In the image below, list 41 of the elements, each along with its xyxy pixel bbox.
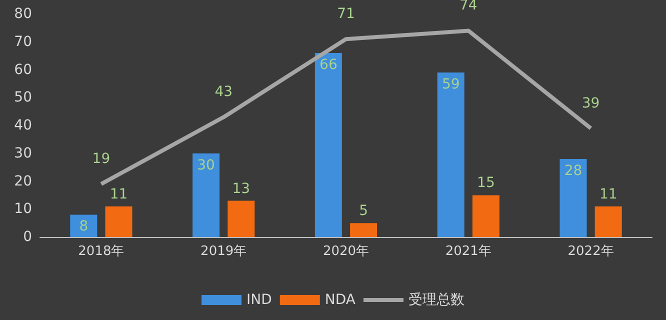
bar: [350, 223, 378, 237]
bar: [437, 72, 464, 237]
legend-label: 受理总数: [408, 292, 464, 308]
y-tick-label: 20: [14, 173, 32, 190]
data-label: 28: [564, 162, 582, 179]
legend-label: IND: [246, 292, 272, 308]
bar: [560, 158, 587, 237]
y-tick-label: 10: [14, 201, 32, 218]
data-label: 13: [232, 180, 250, 197]
bar: [314, 53, 342, 237]
y-tick-label: 60: [14, 62, 32, 78]
data-label: 30: [197, 157, 215, 174]
y-tick-label: 40: [14, 118, 32, 134]
y-tick-label: 0: [23, 229, 32, 245]
bar: [228, 200, 255, 237]
data-label: 11: [599, 186, 618, 202]
bar: [70, 214, 98, 237]
data-label: 5: [359, 203, 368, 220]
bar: [192, 153, 220, 237]
y-tick-label: 30: [14, 145, 32, 162]
data-label: 43: [214, 84, 233, 100]
data-label: 15: [477, 175, 495, 192]
data-label: 11: [110, 186, 128, 202]
x-tick-label: 2019年: [200, 244, 247, 259]
x-tick-label: 2021年: [445, 244, 492, 259]
bar: [472, 195, 500, 237]
y-tick-label: 70: [14, 34, 32, 50]
bar: [594, 206, 622, 237]
y-tick-label: 80: [14, 6, 32, 22]
data-label: 19: [92, 151, 110, 168]
x-tick-label: 2018年: [78, 244, 124, 259]
data-label: 66: [320, 57, 338, 74]
x-tick-label: 2020年: [322, 244, 370, 259]
data-label: 39: [582, 95, 600, 112]
legend-label: NDA: [324, 292, 356, 308]
y-tick-label: 50: [14, 90, 32, 106]
data-label: 59: [442, 76, 460, 93]
bar: [105, 206, 132, 237]
x-tick-label: 2022年: [568, 244, 614, 259]
data-label: 8: [79, 218, 88, 235]
data-label: 71: [337, 6, 355, 22]
